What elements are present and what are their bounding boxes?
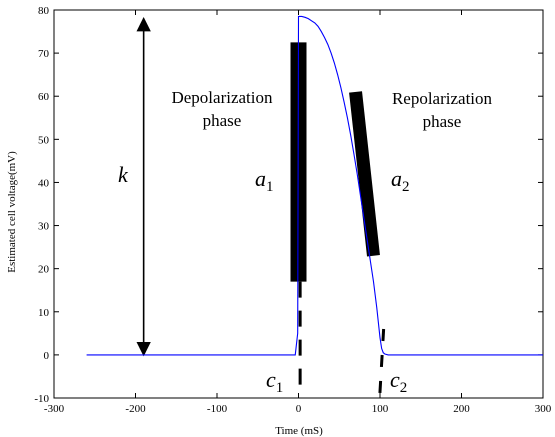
a2-slope-bar (349, 91, 380, 257)
y-tick-label: 20 (38, 264, 50, 276)
y-axis-title: Estimated cell voltage(mV) (6, 151, 18, 273)
y-tick-label: 30 (38, 221, 50, 233)
y-tick-label: 40 (38, 177, 50, 189)
repolarization-label-line1: Repolarization (392, 89, 493, 108)
depolarization-label-line2: phase (203, 111, 242, 130)
series-line (86, 15, 543, 356)
c1-label: c1 (266, 367, 283, 396)
y-tick-label: 0 (44, 350, 50, 362)
a1-label: a1 (255, 166, 274, 195)
series (86, 15, 543, 356)
x-tick-label: 0 (296, 403, 302, 415)
c2-label: c2 (390, 367, 407, 396)
y-tick-label: 10 (38, 307, 50, 319)
a2-label: a2 (391, 166, 410, 195)
x-tick-label: 100 (372, 403, 389, 415)
annotation-marks (136, 17, 386, 399)
x-tick-label: 200 (453, 403, 470, 415)
y-tick-label: 70 (38, 48, 50, 60)
x-tick-label: -300 (44, 403, 65, 415)
y-tick-label: -10 (34, 393, 49, 405)
ticks: -300 -200 -100 0 100 200 300-10010203040506070… (34, 5, 551, 415)
x-tick-label: -200 (125, 403, 146, 415)
annotation-labels: Depolarization phase Repolarization phas… (6, 88, 493, 437)
repolarization-label-line2: phase (423, 112, 462, 131)
y-tick-label: 50 (38, 134, 50, 146)
x-tick-label: 300 (535, 403, 552, 415)
y-tick-label: 80 (38, 5, 50, 17)
c2-dashed-marker (378, 328, 386, 399)
y-tick-label: 60 (38, 91, 50, 103)
k-label: k (118, 162, 129, 187)
x-tick-label: -100 (207, 403, 228, 415)
x-axis-title: Time (mS) (275, 425, 323, 437)
depolarization-label-line1: Depolarization (171, 88, 273, 107)
